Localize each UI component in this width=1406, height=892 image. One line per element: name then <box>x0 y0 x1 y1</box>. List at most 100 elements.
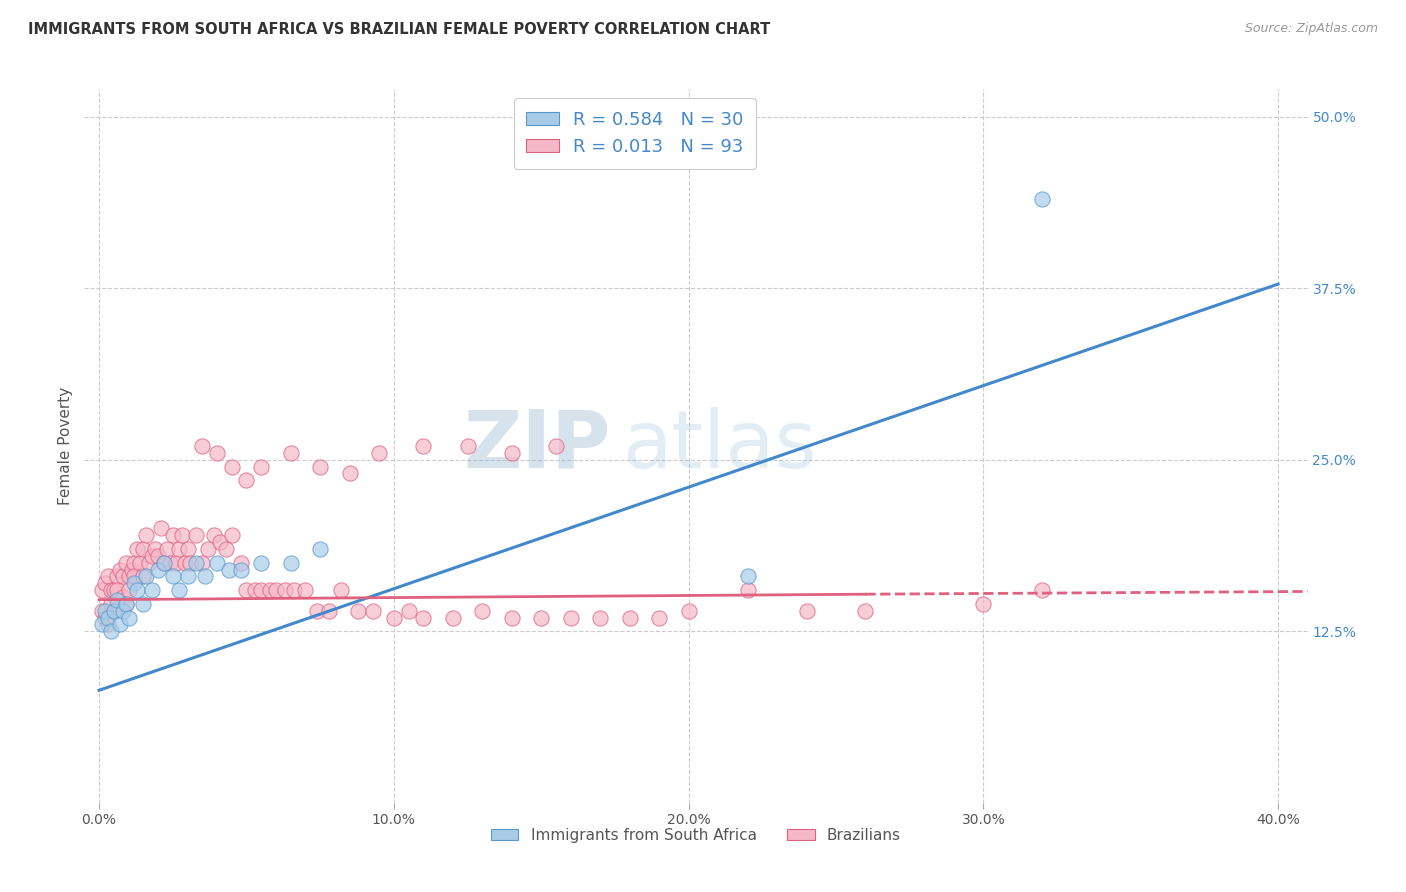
Point <box>124 569 146 583</box>
Point <box>114 556 136 570</box>
Point <box>94 610 117 624</box>
Point <box>737 569 759 583</box>
Point <box>368 446 391 460</box>
Point <box>441 610 464 624</box>
Point <box>186 528 208 542</box>
Point <box>398 604 420 618</box>
Point <box>235 473 257 487</box>
Point <box>382 610 405 624</box>
Point <box>94 604 117 618</box>
Point <box>186 556 208 570</box>
Text: IMMIGRANTS FROM SOUTH AFRICA VS BRAZILIAN FEMALE POVERTY CORRELATION CHART: IMMIGRANTS FROM SOUTH AFRICA VS BRAZILIA… <box>28 22 770 37</box>
Text: ZIP: ZIP <box>463 407 610 485</box>
Point <box>117 583 139 598</box>
Point <box>309 541 332 556</box>
Point <box>111 590 134 604</box>
Point <box>141 549 163 563</box>
Point <box>150 521 173 535</box>
Point <box>165 556 187 570</box>
Point <box>471 604 494 618</box>
Point <box>855 604 877 618</box>
Point <box>544 439 567 453</box>
Point <box>283 583 305 598</box>
Point <box>412 439 434 453</box>
Point <box>117 610 139 624</box>
Point <box>197 541 219 556</box>
Point <box>194 569 217 583</box>
Point <box>307 604 329 618</box>
Point <box>221 459 243 474</box>
Point <box>250 556 273 570</box>
Y-axis label: Female Poverty: Female Poverty <box>58 387 73 505</box>
Point <box>108 562 131 576</box>
Point <box>127 583 149 598</box>
Point <box>280 446 302 460</box>
Point <box>1031 192 1053 206</box>
Point <box>103 583 125 598</box>
Point <box>245 583 267 598</box>
Point <box>105 569 128 583</box>
Point <box>132 541 155 556</box>
Point <box>589 610 612 624</box>
Point <box>796 604 818 618</box>
Point <box>648 610 671 624</box>
Point <box>146 549 169 563</box>
Point <box>229 556 252 570</box>
Point <box>501 446 523 460</box>
Point <box>1031 583 1053 598</box>
Point <box>191 439 214 453</box>
Point <box>121 562 143 576</box>
Point <box>91 617 114 632</box>
Point <box>132 597 155 611</box>
Point <box>111 604 134 618</box>
Point <box>179 556 201 570</box>
Point <box>347 604 370 618</box>
Point <box>215 541 238 556</box>
Point <box>103 604 125 618</box>
Point <box>218 562 240 576</box>
Point <box>205 446 228 460</box>
Point <box>135 528 157 542</box>
Point <box>221 528 243 542</box>
Point <box>97 569 120 583</box>
Point <box>202 528 225 542</box>
Point <box>560 610 582 624</box>
Point <box>264 583 287 598</box>
Point <box>678 604 700 618</box>
Point <box>135 569 157 583</box>
Point <box>162 528 184 542</box>
Point <box>117 569 139 583</box>
Point <box>208 535 231 549</box>
Point <box>309 459 332 474</box>
Point <box>97 610 120 624</box>
Point <box>100 597 122 611</box>
Point <box>153 556 176 570</box>
Point <box>138 556 160 570</box>
Point <box>280 556 302 570</box>
Point <box>111 569 134 583</box>
Point <box>501 610 523 624</box>
Point <box>167 583 190 598</box>
Point <box>97 617 120 632</box>
Point <box>94 576 117 591</box>
Point <box>100 583 122 598</box>
Point <box>162 569 184 583</box>
Text: Source: ZipAtlas.com: Source: ZipAtlas.com <box>1244 22 1378 36</box>
Point <box>250 459 273 474</box>
Point <box>114 597 136 611</box>
Point <box>105 583 128 598</box>
Point <box>176 569 198 583</box>
Point <box>318 604 340 618</box>
Point <box>127 541 149 556</box>
Point <box>173 556 195 570</box>
Point <box>274 583 297 598</box>
Point <box>156 541 179 556</box>
Text: atlas: atlas <box>623 407 817 485</box>
Point <box>146 562 169 576</box>
Point <box>191 556 214 570</box>
Point <box>105 592 128 607</box>
Point <box>141 583 163 598</box>
Point <box>91 604 114 618</box>
Point <box>329 583 352 598</box>
Point <box>259 583 281 598</box>
